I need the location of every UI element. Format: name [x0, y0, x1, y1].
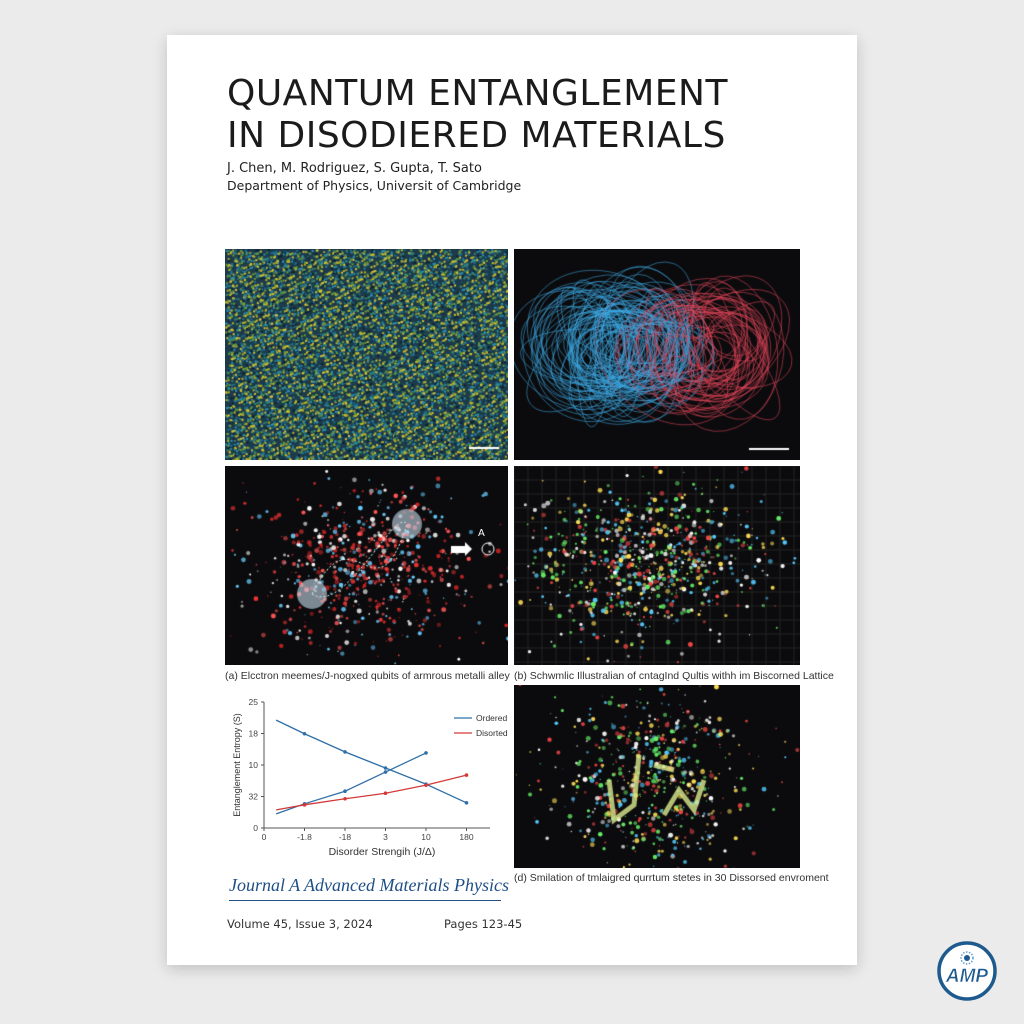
- x-tick-label: -18: [339, 832, 352, 842]
- caption-b: (b) Schwmlic Illustralian of cntagInd Qu…: [514, 670, 834, 682]
- data-point: [343, 750, 347, 754]
- figure-microscopy-image: [225, 249, 508, 460]
- logo-text: AMP: [945, 966, 989, 987]
- data-point: [383, 791, 388, 796]
- y-tick-label: 0: [253, 823, 258, 833]
- page-range: Pages 123-45: [444, 917, 523, 931]
- x-tick-label: 10: [421, 832, 431, 842]
- x-tick-label: 0: [262, 832, 267, 842]
- x-tick-label: 180: [459, 832, 473, 842]
- data-point: [343, 789, 347, 794]
- sun-icon: [964, 955, 970, 961]
- data-point: [302, 731, 307, 736]
- data-point: [424, 783, 428, 787]
- data-point: [424, 751, 428, 755]
- amp-logo: AMP: [937, 941, 997, 1001]
- y-tick-label: 25: [249, 697, 259, 707]
- data-point: [383, 770, 388, 774]
- x-tick-label: -1.8: [297, 832, 312, 842]
- entropy-chart: 0 32 10 18 25 0 -1.8 -18 3 10 180 Disorder Strengi…: [232, 697, 508, 858]
- affiliation: Department of Physics, Universit of Camb…: [227, 178, 522, 193]
- x-axis-label: Disorder Strengih (J/Δ): [329, 846, 436, 858]
- y-tick-label: 32: [249, 792, 259, 802]
- figure-entangled-loops-image: [514, 249, 800, 460]
- title-line-2: IN DISODIERED MATERIALS: [227, 115, 726, 156]
- data-point: [464, 773, 469, 777]
- title-line-1: QUANTUM ENTANGLEMENT: [227, 73, 728, 114]
- y-axis-label: Entanglement Entropy (S): [232, 713, 242, 817]
- series-line: [276, 774, 467, 811]
- authors: J. Chen, M. Rodriguez, S. Gupta, T. Sato: [227, 161, 482, 176]
- journal-name: Journal A Advanced Materials Physics: [229, 875, 509, 895]
- y-tick-label: 10: [249, 760, 259, 770]
- figure-qubit-pair-image: [225, 466, 508, 665]
- journal-cover: QUANTUM ENTANGLEMENT IN DISODIERED MATER…: [167, 35, 857, 965]
- caption-d: (d) Smilation of tmlaigred qurrtum stete…: [514, 872, 829, 884]
- caption-a: (a) Elcctron meemes/J-nogxed qubits of a…: [225, 670, 510, 682]
- series-line: [275, 752, 427, 815]
- y-tick-label: 18: [249, 729, 259, 739]
- data-point: [302, 803, 307, 807]
- series-line: [275, 719, 467, 804]
- data-point: [343, 796, 347, 801]
- figure-simulation-image: [514, 685, 800, 868]
- data-point: [464, 801, 469, 805]
- volume-issue: Volume 45, Issue 3, 2024: [227, 917, 373, 931]
- figure-lattice-image: [514, 466, 800, 665]
- legend-label: Disorted: [476, 728, 508, 738]
- legend-label: Ordered: [476, 713, 507, 723]
- journal-underline: [229, 900, 501, 901]
- x-tick-label: 3: [383, 832, 388, 842]
- cover-title: QUANTUM ENTANGLEMENT IN DISODIERED MATER…: [227, 73, 728, 157]
- panel-c-label: A: [478, 528, 485, 539]
- data-point: [383, 766, 388, 770]
